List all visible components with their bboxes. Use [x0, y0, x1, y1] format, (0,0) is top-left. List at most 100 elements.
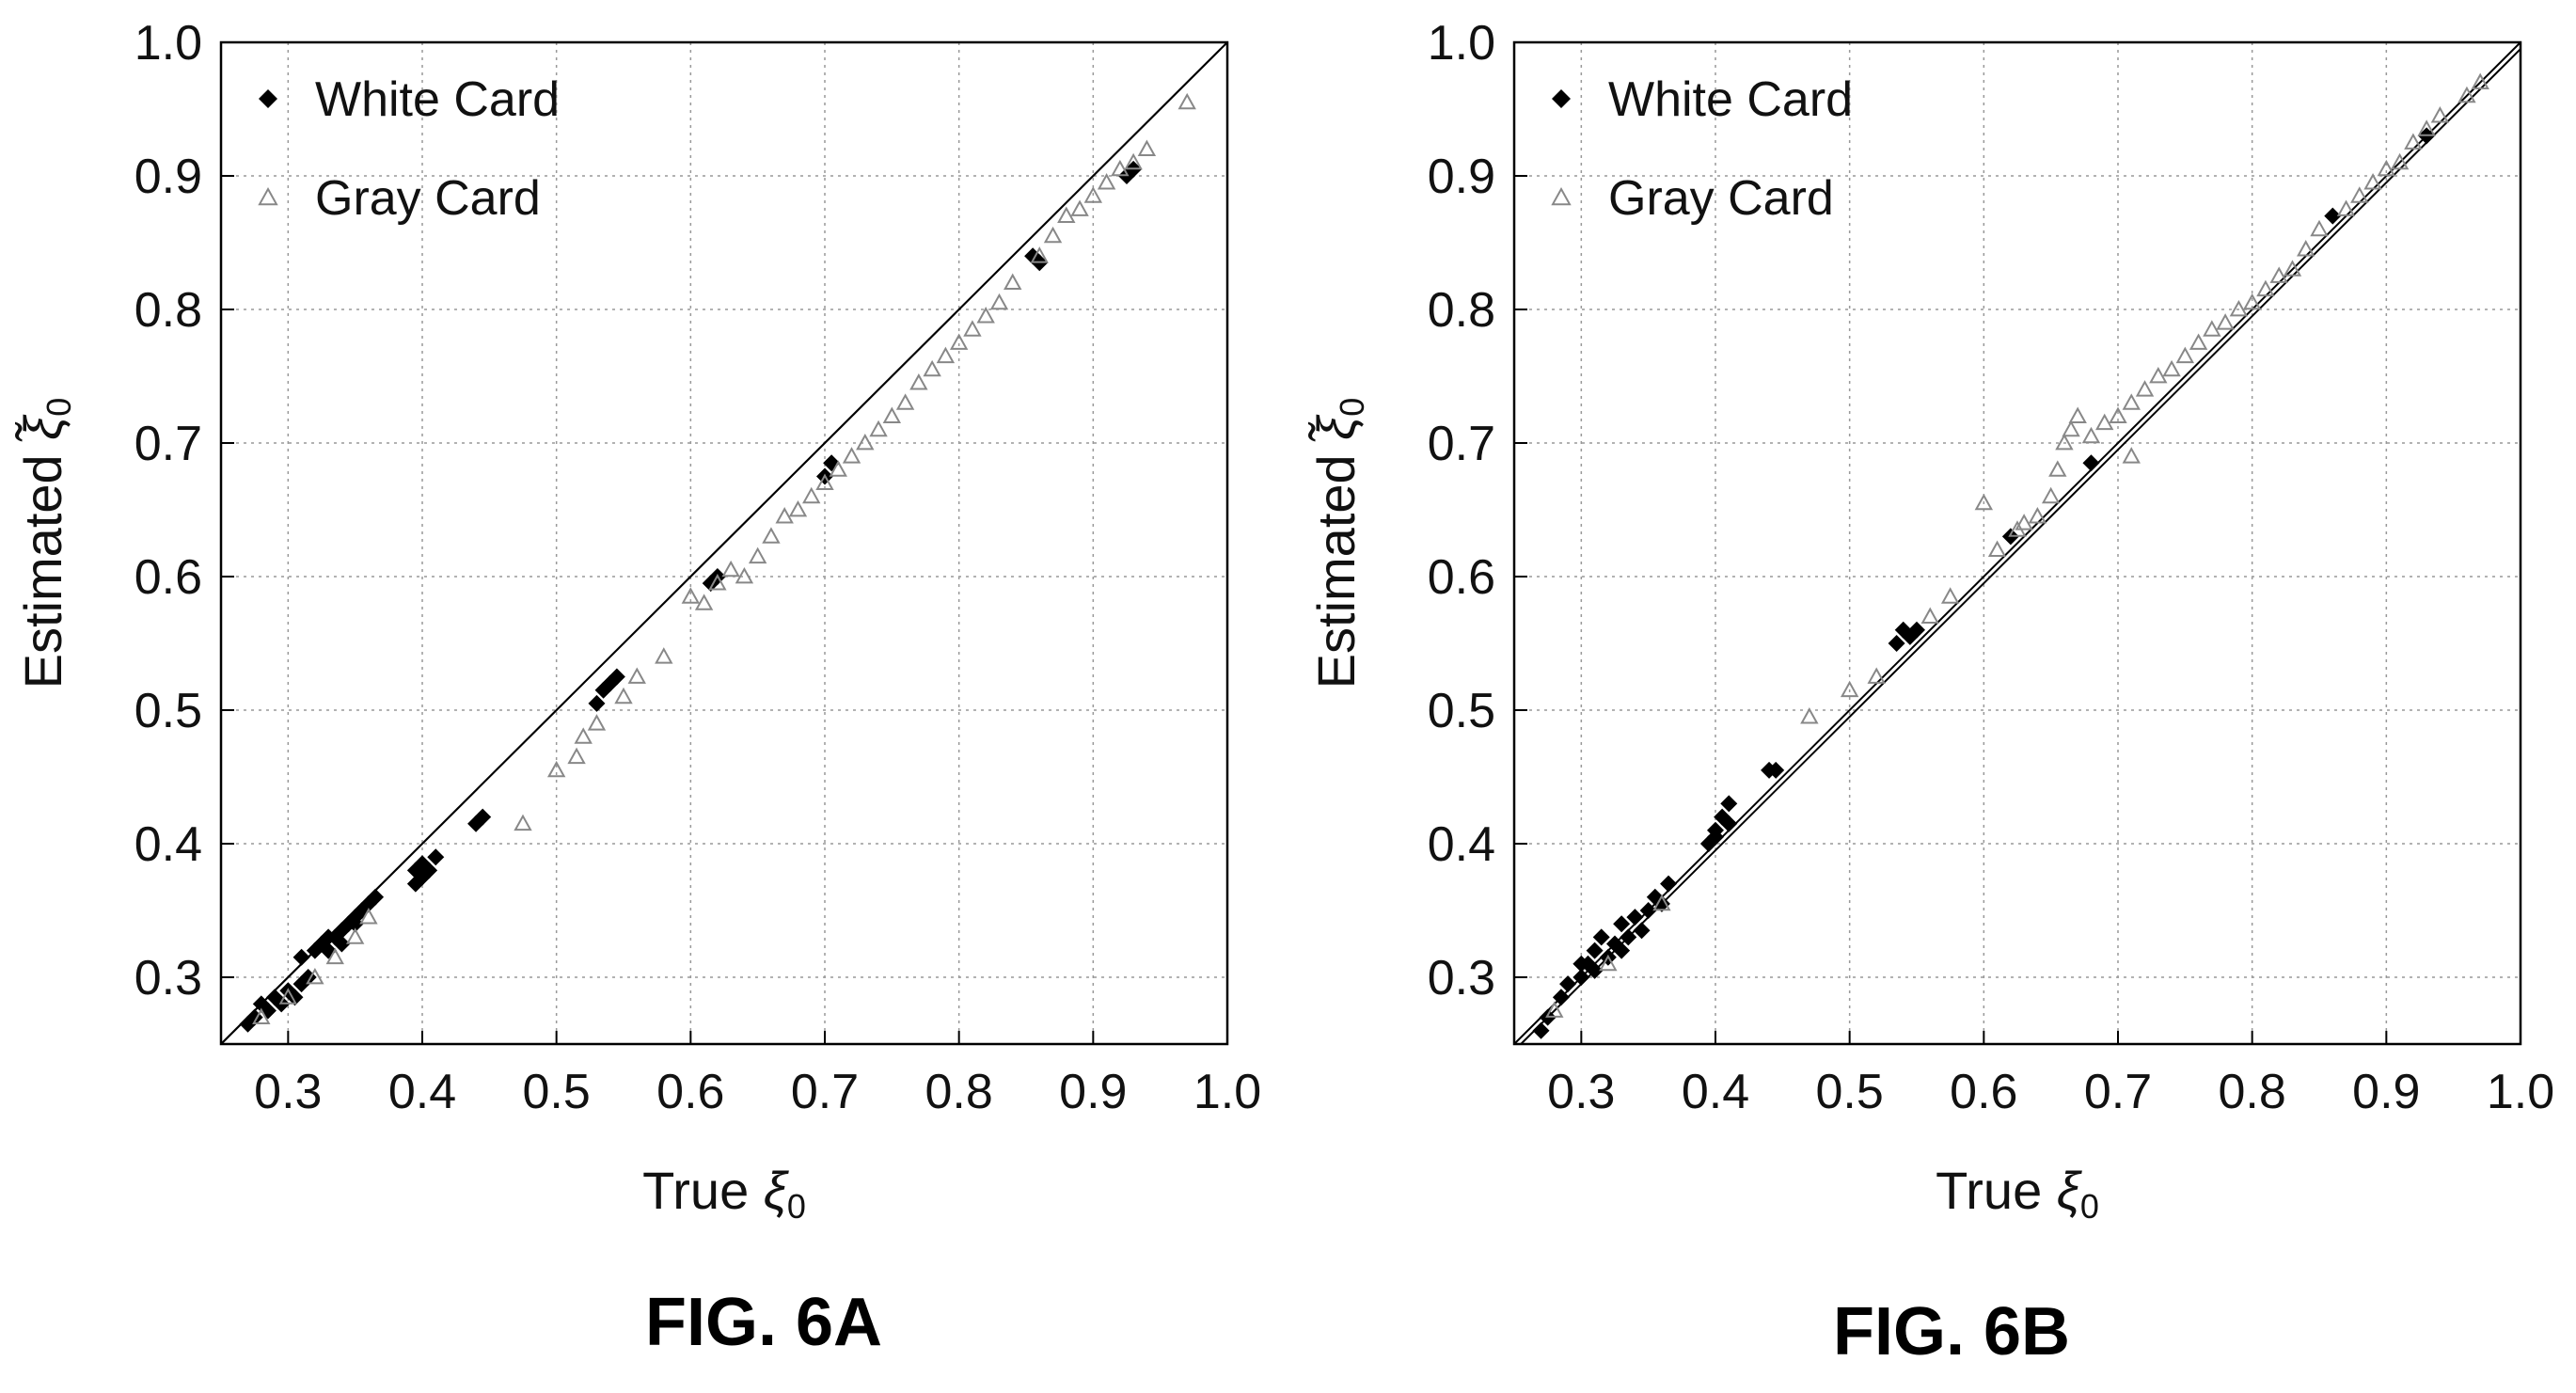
data-point-gray-card: [2404, 133, 2423, 150]
data-point-gray-card: [1124, 152, 1143, 170]
data-point-gray-card: [775, 507, 794, 524]
data-point-gray-card: [1940, 587, 1960, 604]
y-tick-label: 0.9: [1428, 150, 1495, 204]
x-tick-label: 0.4: [388, 1065, 456, 1119]
figure-caption: FIG. 6A: [645, 1285, 882, 1360]
data-point-gray-card: [2028, 507, 2047, 524]
data-point-white-card: [1626, 909, 1644, 926]
data-point-white-card: [1613, 942, 1631, 959]
data-point-gray-card: [2471, 72, 2489, 89]
data-point-white-card: [1572, 955, 1590, 973]
data-point-gray-card: [2269, 266, 2288, 283]
data-point-gray-card: [1840, 680, 1859, 698]
x-tick-label: 0.9: [2352, 1065, 2420, 1119]
data-point-gray-card: [2242, 293, 2262, 310]
y-tick-label: 0.5: [134, 684, 202, 738]
legend-label-white-card: White Card: [1608, 72, 1853, 127]
data-point-white-card: [1908, 621, 1925, 639]
data-point-gray-card: [2055, 433, 2074, 451]
legend-marker-white-card: [259, 89, 277, 108]
data-point-gray-card: [1083, 186, 1103, 203]
y-tick-label: 1.0: [134, 16, 202, 71]
data-point-gray-card: [762, 527, 781, 544]
data-point-gray-card: [802, 486, 821, 504]
plot-area: 0.3 0.4 0.5 0.6 0.7 0.8 0.9 1.0 0.3 0.4 0.5 0.6 0.7 0…: [1428, 16, 2554, 1119]
data-point-gray-card: [721, 560, 740, 578]
data-point-white-card: [427, 848, 445, 866]
x-axis-label: True ξ0: [1936, 1161, 2099, 1226]
x-axis-label: True ξ0: [642, 1161, 806, 1226]
data-point-gray-card: [882, 406, 902, 423]
x-tick-label: 0.7: [2084, 1065, 2152, 1119]
data-point-white-card: [1720, 795, 1738, 813]
data-point-gray-card: [359, 908, 378, 925]
data-point-gray-card: [748, 546, 767, 564]
chart-6a: 0.3 0.4 0.5 0.6 0.7 0.8 0.9 1.0 0.3 0.4 0.5 0.6 0.7 0…: [13, 16, 1261, 1360]
data-point-white-card: [333, 935, 351, 953]
data-point-gray-card: [2095, 413, 2114, 431]
y-tick-label: 0.7: [1428, 417, 1495, 471]
x-tick-label: 0.8: [2219, 1065, 2286, 1119]
data-point-white-card: [1652, 894, 1670, 912]
data-point-gray-card: [2377, 159, 2396, 177]
data-point-gray-card: [681, 587, 701, 604]
data-point-gray-card: [2162, 359, 2181, 377]
plot-frame: [1512, 40, 2522, 1046]
data-point-white-card: [2324, 207, 2342, 225]
data-point-gray-card: [1545, 1001, 1564, 1018]
data-point-gray-card: [989, 293, 1009, 310]
data-point-gray-card: [2310, 219, 2329, 237]
data-point-white-card: [1613, 915, 1631, 933]
x-tick-label: 1.0: [1193, 1065, 1261, 1119]
data-point-gray-card: [252, 1007, 271, 1024]
data-point-white-card: [320, 928, 338, 946]
data-point-gray-card: [655, 647, 673, 664]
data-point-gray-card: [949, 333, 969, 350]
legend-label-gray-card: Gray Card: [1608, 171, 1834, 226]
data-point-gray-card: [306, 967, 324, 985]
data-point-white-card: [1586, 961, 1604, 979]
data-point-gray-card: [869, 419, 888, 437]
data-point-gray-card: [1599, 954, 1618, 972]
data-point-gray-card: [2068, 406, 2087, 423]
data-point-gray-card: [2457, 86, 2476, 103]
data-point-white-card: [474, 808, 492, 826]
data-point-gray-card: [2336, 199, 2356, 216]
data-point-gray-card: [1057, 206, 1076, 223]
data-point-gray-card: [2390, 152, 2410, 170]
data-point-white-card: [1639, 902, 1657, 919]
x-tick-label: 0.7: [791, 1065, 859, 1119]
data-point-white-card: [1559, 975, 1577, 993]
y-tick-label: 0.3: [134, 951, 202, 1005]
data-point-gray-card: [2256, 279, 2275, 297]
data-point-gray-card: [1070, 199, 1089, 216]
y-tick-label: 0.8: [1428, 283, 1495, 338]
data-point-gray-card: [2350, 186, 2369, 203]
data-point-white-card: [1532, 1021, 1550, 1039]
y-axis-label: Estimated ξ̃0: [13, 398, 78, 689]
data-point-white-card: [1767, 761, 1785, 779]
data-point-gray-card: [1867, 667, 1886, 684]
data-point-white-card: [2082, 454, 2100, 472]
data-point-gray-card: [909, 373, 928, 390]
x-tick-label: 0.9: [1059, 1065, 1127, 1119]
data-point-gray-card: [1004, 273, 1022, 290]
data-point-gray-card: [694, 594, 714, 610]
data-point-white-card: [1572, 969, 1590, 986]
data-point-gray-card: [2062, 419, 2080, 437]
data-point-gray-card: [1920, 607, 1939, 624]
legend-label-gray-card: Gray Card: [315, 171, 541, 226]
data-point-white-card: [1720, 815, 1738, 832]
data-point-gray-card: [2430, 106, 2450, 123]
data-point-gray-card: [2122, 393, 2141, 410]
data-point-white-card: [1707, 828, 1724, 846]
data-point-gray-card: [1987, 540, 2007, 557]
data-point-gray-card: [627, 667, 646, 684]
x-tick-label: 0.5: [523, 1065, 591, 1119]
data-point-gray-card: [735, 566, 754, 584]
data-point-gray-card: [2122, 447, 2141, 464]
y-tick-label: 1.0: [1428, 16, 1495, 71]
data-point-gray-card: [856, 433, 875, 451]
data-point-white-card: [292, 948, 310, 966]
legend-marker-gray-card: [1551, 186, 1572, 206]
